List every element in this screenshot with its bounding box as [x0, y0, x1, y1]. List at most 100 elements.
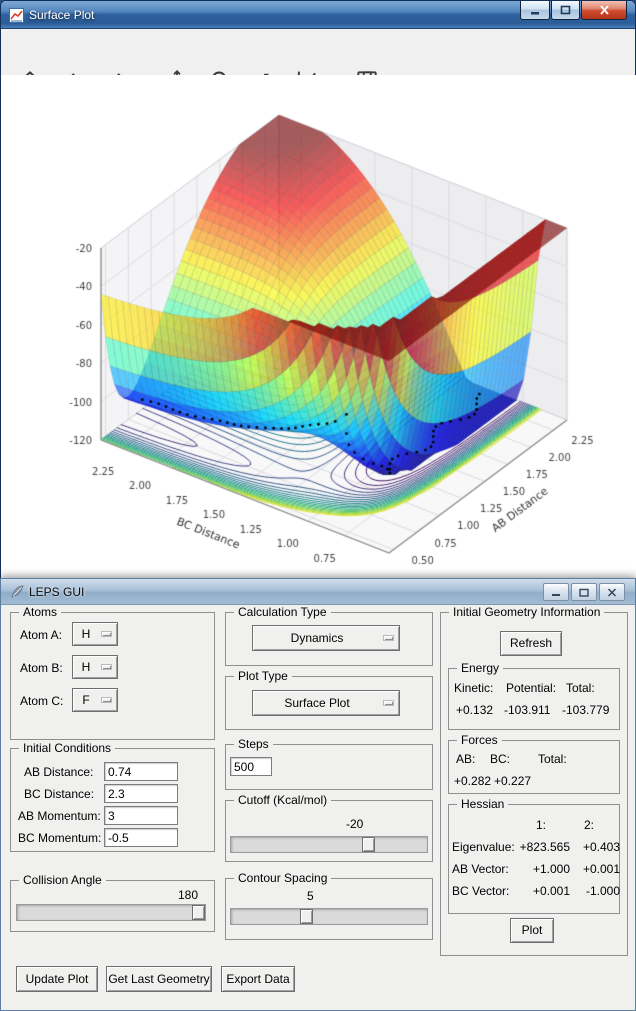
export-data-button[interactable]: Export Data [221, 966, 295, 992]
bc-momentum-field[interactable] [104, 828, 178, 847]
plot-type-value: Surface Plot [284, 696, 350, 710]
surface-plot-canvas[interactable] [1, 75, 636, 579]
total-energy-header: Total: [566, 681, 595, 695]
matplotlib-toolbar [1, 29, 635, 92]
geometry-info-legend: Initial Geometry Information [449, 605, 605, 619]
ab-distance-label: AB Distance: [24, 765, 94, 779]
update-plot-button[interactable]: Update Plot [16, 966, 98, 992]
eigenvalue-label: Eigenvalue: [452, 840, 515, 854]
atoms-groupbox: Atoms [10, 605, 215, 740]
bc-vector-2: -1.000 [585, 884, 620, 898]
get-last-geometry-button[interactable]: Get Last Geometry [106, 966, 212, 992]
cutoff-slider-thumb[interactable] [362, 837, 375, 852]
close-button[interactable] [581, 1, 627, 20]
window-icon [11, 585, 24, 598]
atom-c-dropdown[interactable]: F [72, 688, 118, 712]
minimize-button[interactable] [543, 583, 569, 601]
geometry-info-groupbox: Initial Geometry Information [440, 605, 628, 956]
plot-button[interactable]: Plot [510, 918, 554, 943]
calculation-type-dropdown[interactable]: Dynamics [252, 625, 400, 651]
close-icon [607, 587, 617, 597]
bc-vector-label: BC Vector: [452, 884, 510, 898]
surface-plot-window: Surface Plot [0, 0, 636, 579]
window-title: LEPS GUI [29, 585, 85, 599]
atom-b-dropdown[interactable]: H [72, 655, 118, 679]
ab-vector-2: +0.001 [582, 862, 620, 876]
bc-distance-field[interactable] [104, 784, 178, 803]
collision-angle-groupbox: Collision Angle [10, 873, 215, 932]
close-button[interactable] [599, 583, 625, 601]
dropdown-indicator-icon [101, 631, 112, 637]
plot-type-dropdown[interactable]: Surface Plot [252, 690, 400, 716]
leps-window-titlebar[interactable]: LEPS GUI [1, 579, 635, 605]
total-energy-value: -103.779 [562, 703, 610, 717]
contour-spacing-legend: Contour Spacing [234, 871, 332, 885]
maximize-icon [560, 5, 571, 15]
potential-header: Potential: [506, 681, 557, 695]
atom-a-dropdown[interactable]: H [72, 622, 118, 646]
close-icon [599, 5, 609, 15]
dropdown-indicator-icon [101, 697, 112, 703]
forces-ab-value: +0.282 [454, 774, 492, 788]
hessian-col1-header: 1: [536, 818, 547, 832]
plot-type-legend: Plot Type [234, 669, 292, 683]
forces-total-header: Total: [538, 752, 567, 766]
bc-vector-1: +0.001 [532, 884, 570, 898]
surface-window-titlebar[interactable]: Surface Plot [1, 1, 635, 29]
plot-type-groupbox: Plot Type [225, 669, 433, 730]
hessian-legend: Hessian [457, 797, 509, 811]
cutoff-slider[interactable] [230, 836, 428, 853]
forces-groupbox: Forces [448, 733, 620, 794]
maximize-icon [579, 588, 589, 597]
minimize-button[interactable] [520, 1, 550, 20]
collision-angle-value: 180 [178, 888, 199, 902]
eigenvalue-1: +823.565 [519, 840, 570, 854]
steps-groupbox: Steps [225, 737, 433, 790]
energy-legend: Energy [457, 661, 504, 675]
window-title: Surface Plot [29, 8, 95, 22]
contour-spacing-groupbox: Contour Spacing [225, 871, 433, 940]
dropdown-indicator-icon [383, 635, 394, 641]
forces-ab-header: AB: [456, 752, 476, 766]
ab-distance-field[interactable] [104, 762, 178, 781]
initial-conditions-legend: Initial Conditions [19, 741, 116, 755]
cutoff-groupbox: Cutoff (Kcal/mol) [225, 793, 433, 862]
atoms-legend: Atoms [19, 605, 62, 619]
window-icon [9, 8, 24, 23]
kinetic-value: +0.132 [456, 703, 494, 717]
kinetic-header: Kinetic: [454, 681, 494, 695]
atom-a-value: H [81, 627, 91, 641]
ab-momentum-field[interactable] [104, 806, 178, 825]
atom-b-label: Atom B: [20, 661, 63, 675]
cutoff-legend: Cutoff (Kcal/mol) [234, 793, 332, 807]
atom-c-value: F [82, 693, 90, 707]
atom-a-label: Atom A: [20, 628, 63, 642]
collision-angle-slider-thumb[interactable] [192, 905, 205, 920]
collision-angle-slider[interactable] [16, 904, 206, 921]
eigenvalue-2: +0.403 [582, 840, 620, 854]
hessian-groupbox: Hessian [448, 797, 620, 914]
ab-vector-label: AB Vector: [452, 862, 509, 876]
ab-vector-1: +1.000 [532, 862, 570, 876]
calculation-type-legend: Calculation Type [234, 605, 331, 619]
ab-momentum-label: AB Momentum: [18, 809, 101, 823]
atom-c-label: Atom C: [20, 694, 64, 708]
refresh-button[interactable]: Refresh [500, 631, 562, 656]
dropdown-indicator-icon [101, 664, 112, 670]
forces-legend: Forces [457, 733, 502, 747]
minimize-icon [531, 11, 539, 14]
forces-bc-value: +0.227 [494, 774, 532, 788]
contour-spacing-value: 5 [307, 889, 314, 903]
plot-area [1, 75, 636, 579]
contour-spacing-slider-thumb[interactable] [300, 909, 313, 924]
hessian-col2-header: 2: [584, 818, 595, 832]
bc-momentum-label: BC Momentum: [18, 831, 102, 845]
calculation-type-groupbox: Calculation Type [225, 605, 433, 666]
contour-spacing-slider[interactable] [230, 908, 428, 925]
maximize-button[interactable] [551, 1, 580, 20]
maximize-button[interactable] [571, 583, 597, 601]
bc-distance-label: BC Distance: [24, 787, 95, 801]
dropdown-indicator-icon [383, 700, 394, 706]
steps-field[interactable] [230, 757, 272, 776]
forces-bc-header: BC: [490, 752, 511, 766]
